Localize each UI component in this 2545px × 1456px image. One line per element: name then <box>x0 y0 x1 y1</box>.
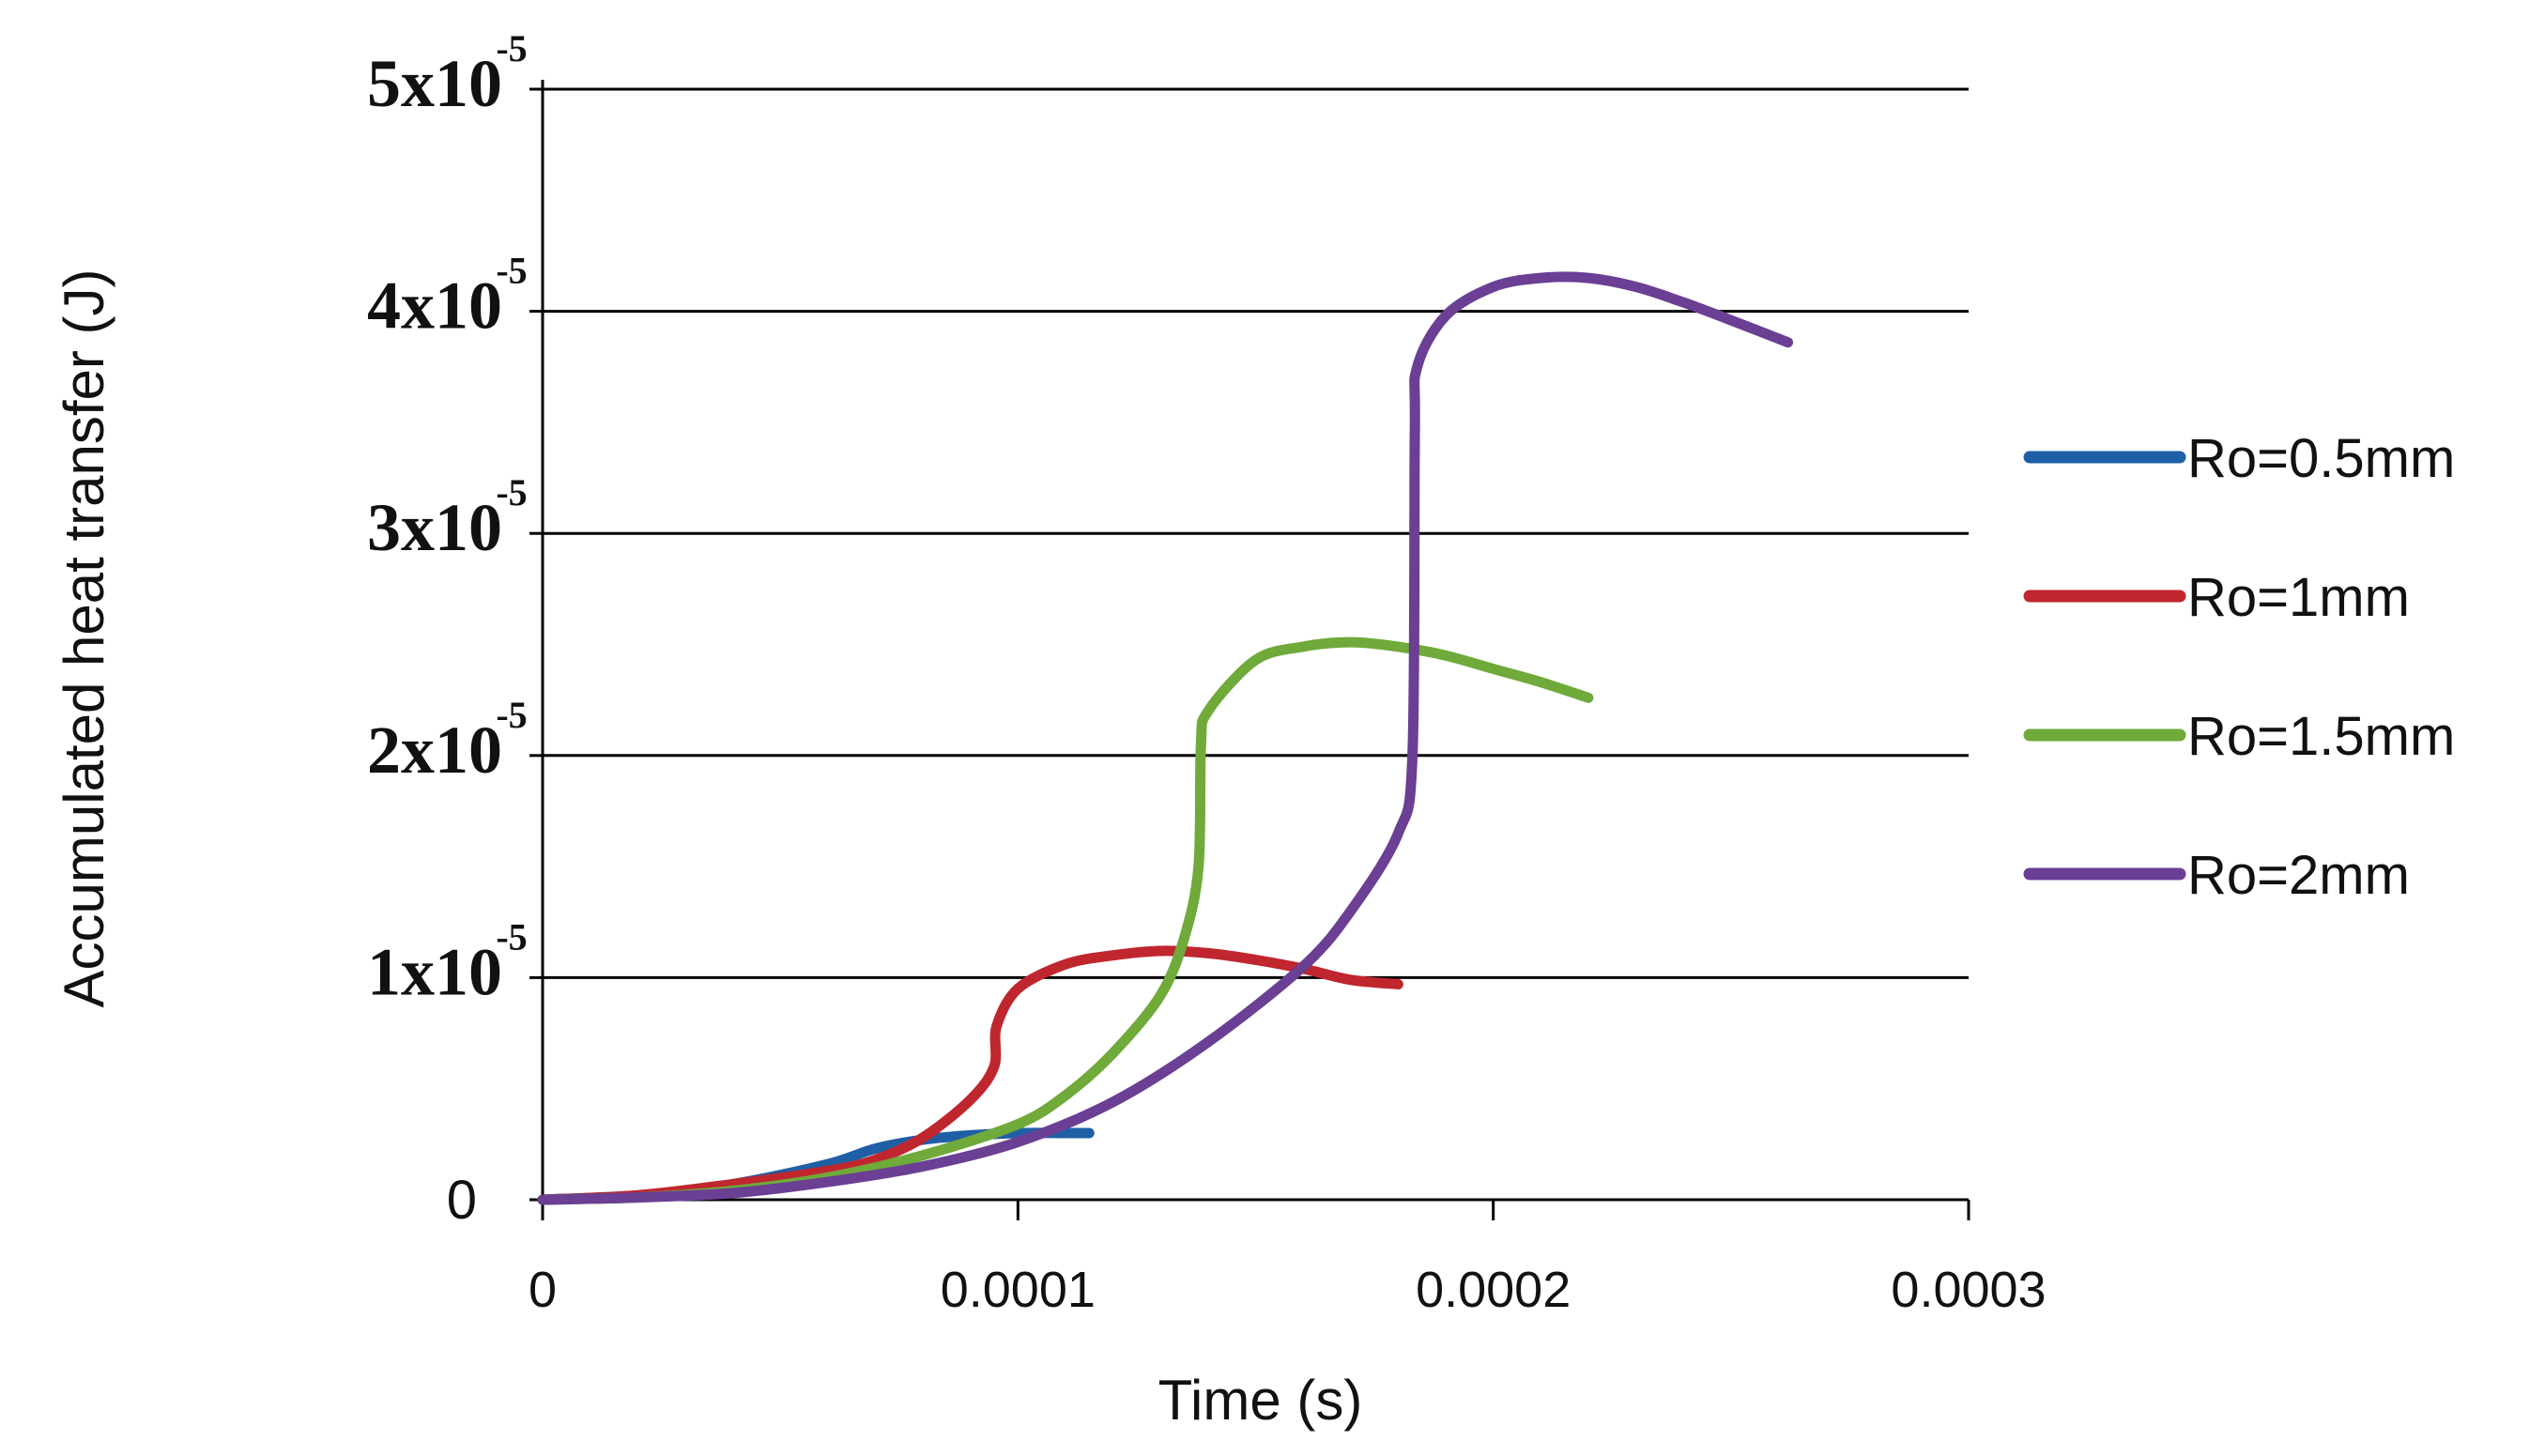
y-tick-exponent-4: -5 <box>496 250 527 292</box>
series-lines <box>537 271 1794 1205</box>
y-tick-label-1: 1x10 <box>367 934 502 1009</box>
x-tick-label-3: 0.0003 <box>1891 1262 2046 1318</box>
legend-label-ro-1-5mm: Ro=1.5mm <box>2187 706 2455 767</box>
y-tick-exponent-3: -5 <box>496 471 527 513</box>
y-tick-label-0: 0 <box>447 1170 477 1231</box>
y-tick-exponent-2: -5 <box>496 694 527 736</box>
series-line-ro-1-5mm <box>537 636 1594 1205</box>
y-tick-label-4: 4x10 <box>367 268 502 344</box>
y-tick-exponent-5: -5 <box>496 27 527 69</box>
axes <box>529 80 1970 1220</box>
legend-label-ro-2mm: Ro=2mm <box>2187 845 2410 906</box>
x-tick-label-2: 0.0002 <box>1416 1262 1571 1318</box>
legend-label-ro-1mm: Ro=1mm <box>2187 567 2410 628</box>
y-tick-label-2: 2x10 <box>367 713 502 788</box>
y-tick-label-3: 3x10 <box>367 490 502 565</box>
y-tick-label-5: 5x10 <box>367 46 502 121</box>
x-axis-label: Time (s) <box>1158 1369 1363 1432</box>
legend-label-ro-0-5mm: Ro=0.5mm <box>2187 428 2455 489</box>
legend: Ro=0.5mm Ro=1mm Ro=1.5mm Ro=2mm <box>2023 428 2455 906</box>
y-axis-label: Accumulated heat transfer (J) <box>53 268 115 1007</box>
x-tick-label-1: 0.0001 <box>941 1262 1096 1318</box>
y-tick-exponent-1: -5 <box>496 915 527 958</box>
series-line-ro-2mm <box>537 271 1794 1205</box>
gridlines <box>543 87 1969 979</box>
series-line-ro-1mm <box>537 945 1403 1205</box>
x-tick-label-0: 0 <box>529 1262 557 1318</box>
